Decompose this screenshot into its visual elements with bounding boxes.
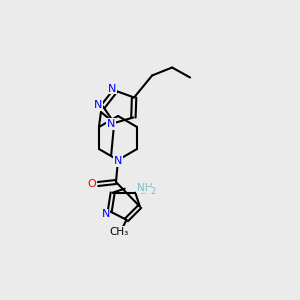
Text: 2: 2 bbox=[151, 187, 156, 196]
Text: S: S bbox=[139, 186, 146, 196]
Text: O: O bbox=[88, 179, 96, 189]
Text: N: N bbox=[114, 156, 122, 166]
Text: CH₃: CH₃ bbox=[109, 227, 128, 237]
Text: NH: NH bbox=[137, 183, 152, 193]
Text: N: N bbox=[102, 209, 110, 219]
Text: N: N bbox=[108, 84, 116, 94]
Text: N: N bbox=[107, 119, 116, 129]
Text: N: N bbox=[94, 100, 102, 110]
